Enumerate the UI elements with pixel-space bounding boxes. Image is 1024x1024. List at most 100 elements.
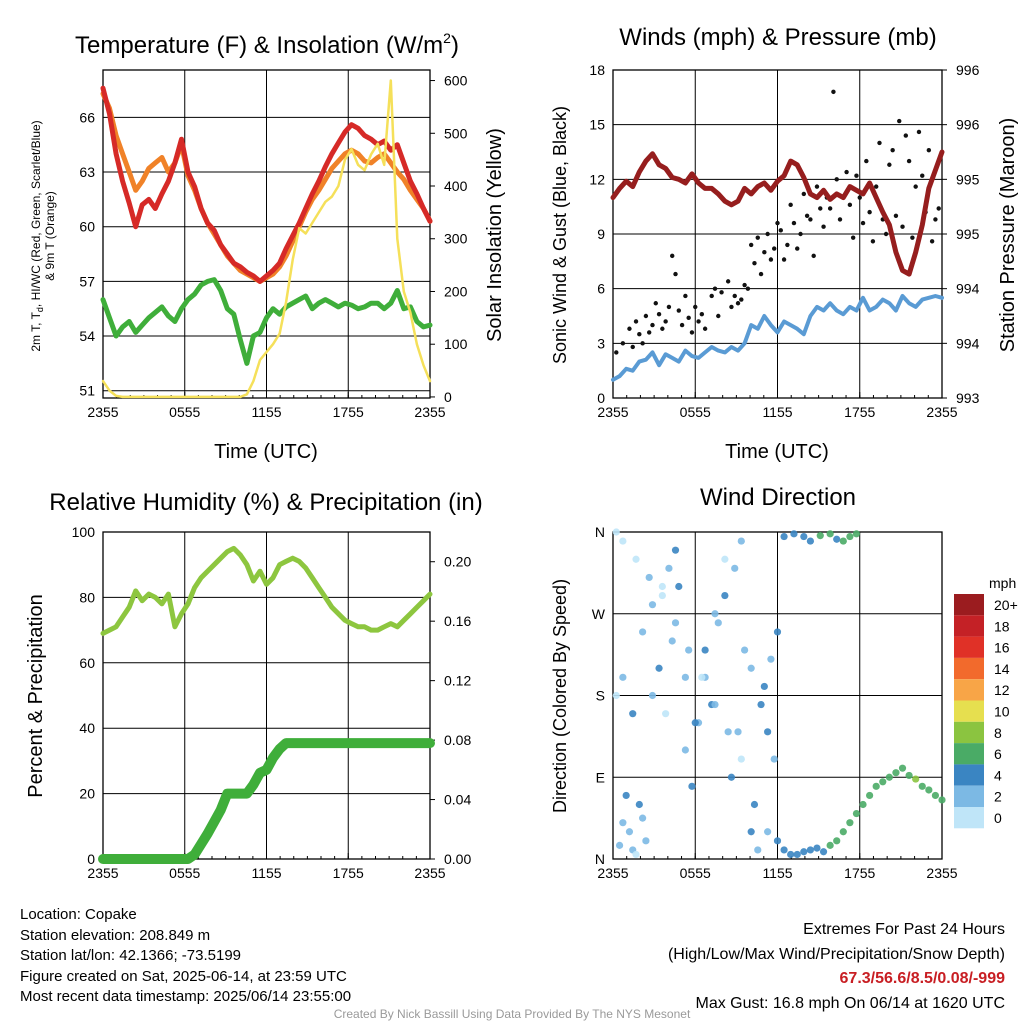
gust-point (775, 220, 780, 226)
gust-point (689, 330, 695, 335)
legend-swatch (954, 636, 984, 658)
gust-point (847, 202, 853, 208)
dir-xtick-label: 2355 (926, 865, 957, 881)
gust-point (821, 224, 826, 229)
temp-series-insolation (101, 79, 432, 399)
direction-point (727, 773, 736, 781)
direction-point (764, 728, 772, 736)
gust-point (742, 282, 747, 288)
direction-point (671, 546, 680, 554)
direction-point (635, 800, 643, 809)
direction-point (688, 782, 696, 790)
direction-point (931, 791, 940, 800)
credit-line: Created By Nick Bassill Using Data Provi… (333, 1007, 691, 1021)
direction-point (839, 828, 847, 836)
temperature-title-close: ) (451, 32, 459, 59)
direction-point (648, 601, 657, 609)
direction-ylabel-left: Direction (Colored By Speed) (550, 579, 570, 813)
legend-label: 10 (994, 704, 1010, 720)
rh-ytick-label: 100 (72, 524, 96, 540)
direction-point (619, 537, 627, 545)
gust-point (910, 235, 915, 240)
direction-point (767, 655, 775, 663)
wind-ytick-label: 12 (589, 171, 605, 187)
legend-label: 2 (994, 789, 1002, 805)
temp-ytick-right-label: 600 (444, 73, 468, 89)
temp-frame (102, 69, 431, 399)
direction-point (852, 530, 861, 538)
direction-point (681, 673, 689, 681)
gust-point (929, 239, 935, 244)
wind-ytick-label: 9 (597, 226, 605, 242)
pressure-line (610, 149, 945, 277)
rh-ytick-label: 80 (79, 589, 95, 605)
gust-point (670, 253, 675, 259)
gust-point (857, 195, 862, 200)
gust-point (874, 184, 879, 189)
wind-ytick-label: 18 (589, 62, 605, 78)
temp-ytick-right-label: 400 (444, 178, 468, 194)
temperature-plot: 2355 0555 1155 1755 2355 51 54 57 60 63 66 0 100 200 3… (79, 69, 468, 420)
gust-point (637, 332, 642, 337)
winds-plot: 2355 0555 1155 1755 235503691215189939949949… (589, 62, 979, 420)
direction-point (754, 846, 762, 854)
direction-point (655, 664, 663, 672)
gust-point (913, 184, 918, 189)
temperature-ylabel-left-line2: & 9m T (Orange) (43, 191, 57, 281)
station-info: Location: Copake Station elevation: 208.… (20, 905, 351, 1008)
wind-ytick-label: 15 (589, 117, 605, 133)
direction-point (731, 564, 739, 572)
gust-point (683, 293, 688, 299)
rh-ytick-right-label: 0.08 (444, 732, 471, 748)
gust-point (732, 293, 737, 299)
legend-swatch (954, 764, 984, 786)
direction-point (658, 582, 666, 591)
gust-point (696, 319, 701, 324)
direction-point (750, 800, 759, 809)
direction-point (714, 619, 722, 627)
gust-point (890, 147, 895, 153)
gust-point (837, 217, 843, 222)
direction-point (734, 728, 742, 736)
wind-xtick-label: 1155 (762, 404, 792, 420)
direction-point (675, 582, 683, 591)
gust-point (765, 231, 770, 237)
gust-point (864, 158, 869, 164)
legend-title: mph (989, 575, 1016, 591)
direction-point (741, 646, 749, 654)
direction-point (872, 782, 880, 790)
direction-point (925, 786, 933, 794)
temp-ytick-right-label: 200 (444, 283, 468, 299)
direction-point (711, 610, 719, 618)
temp-xtick-label: 0555 (169, 404, 200, 420)
gust-point (936, 206, 941, 211)
legend-label: 12 (994, 682, 1010, 698)
gust-point (920, 173, 925, 178)
gust-point (679, 322, 685, 328)
humidity-line (100, 545, 433, 636)
temp-xtick-label: 1755 (333, 404, 364, 420)
rh-xtick-label: 2355 (87, 865, 118, 881)
extremes-title: Extremes For Past 24 Hours (803, 921, 1005, 938)
direction-point (747, 828, 755, 836)
direction-point (905, 771, 913, 780)
gust-point (620, 341, 626, 346)
rh-ytick-label: 40 (79, 720, 95, 736)
direction-point (701, 646, 709, 654)
direction-point (681, 746, 689, 754)
dir-ytick-label: N (595, 851, 605, 867)
direction-point (612, 691, 620, 700)
gust-point (693, 304, 698, 310)
temp-ytick-label: 60 (79, 219, 95, 235)
gust-point (686, 315, 691, 321)
temp-xtick-label: 1155 (251, 404, 281, 420)
gust-point (640, 341, 645, 346)
direction-point (671, 619, 680, 627)
dir-xtick-label: 1755 (844, 865, 875, 881)
direction-point (698, 673, 706, 681)
gust-point (788, 202, 793, 208)
direction-point (642, 837, 650, 845)
gust-point (877, 140, 882, 146)
temperature-ylabel-left-a: 2m T, T (29, 311, 43, 351)
